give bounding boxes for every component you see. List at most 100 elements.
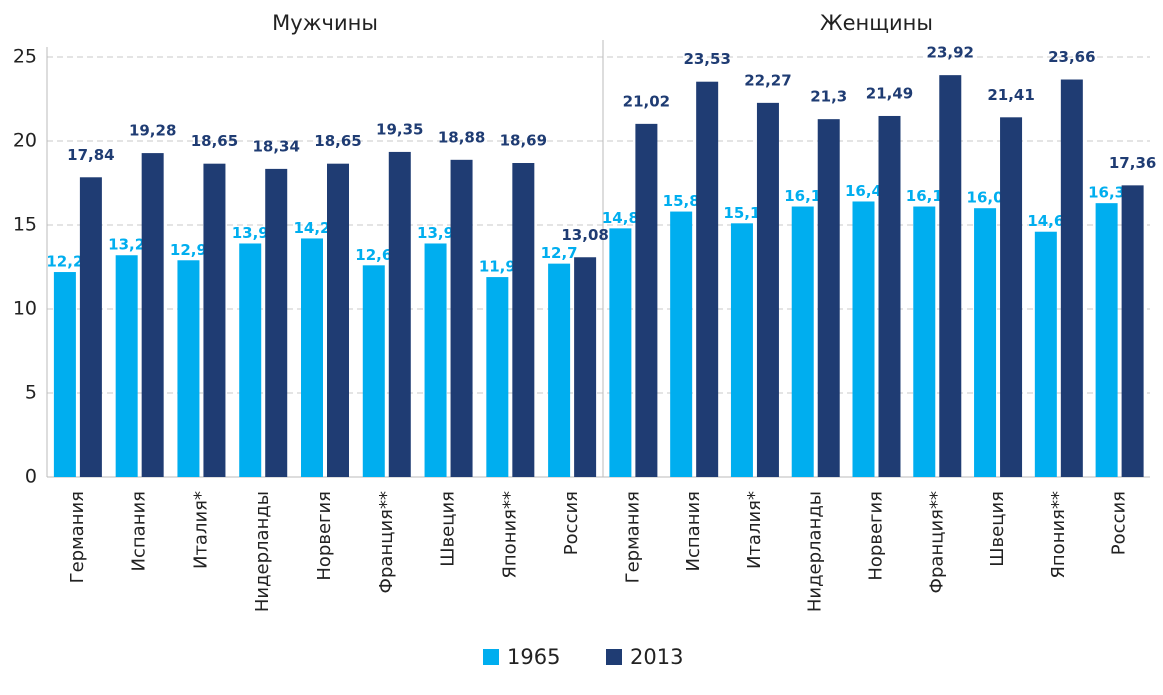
value-label: 12,9	[170, 241, 207, 259]
value-label: 18,65	[314, 132, 361, 150]
bar	[362, 265, 385, 477]
value-label: 23,92	[927, 44, 974, 62]
value-label: 21,02	[623, 92, 670, 110]
value-label: 12,2	[46, 253, 83, 271]
panel-title: Мужчины	[272, 11, 378, 35]
bar	[609, 228, 632, 477]
value-label: 18,88	[438, 128, 485, 146]
value-label: 21,3	[810, 88, 847, 106]
y-tick-label: 15	[13, 214, 37, 236]
value-label: 23,53	[683, 50, 730, 68]
bar	[203, 163, 226, 477]
bar	[141, 153, 164, 477]
value-label: 18,65	[191, 132, 238, 150]
x-tick-label: Россия	[561, 491, 582, 555]
bar	[1000, 117, 1023, 477]
x-tick-label: Норвегия	[314, 491, 335, 581]
value-label: 13,2	[108, 236, 145, 254]
value-label: 12,6	[355, 246, 392, 264]
y-tick-label: 5	[25, 382, 37, 404]
legend-label: 2013	[630, 645, 683, 669]
bar	[424, 243, 447, 477]
x-tick-label: Германия	[67, 491, 88, 583]
bar	[79, 177, 102, 477]
bar	[974, 208, 997, 477]
bar	[265, 168, 288, 477]
x-tick-label: Швеция	[987, 491, 1008, 567]
value-label: 18,34	[252, 137, 299, 155]
bar	[730, 223, 753, 477]
bar	[913, 206, 936, 477]
bar	[670, 211, 693, 477]
panel-title: Женщины	[820, 11, 933, 35]
value-label: 15,8	[663, 192, 700, 210]
value-label: 15,1	[723, 204, 760, 222]
x-tick-label: Россия	[1109, 491, 1130, 555]
bar	[939, 75, 962, 478]
x-tick-label: Франция**	[376, 491, 397, 594]
bar	[327, 163, 349, 477]
legend-label: 1965	[507, 645, 560, 669]
x-tick-label: Норвегия	[866, 491, 887, 581]
bar	[388, 151, 411, 478]
value-label: 14,8	[602, 209, 639, 227]
bar	[1034, 231, 1057, 477]
value-label: 16,4	[845, 182, 882, 200]
value-label: 13,9	[232, 224, 269, 242]
value-label: 14,6	[1027, 212, 1064, 230]
value-label: 17,36	[1109, 154, 1156, 172]
value-label: 21,41	[987, 86, 1034, 104]
x-tick-label: Франция**	[926, 491, 947, 594]
y-tick-label: 0	[25, 466, 37, 488]
x-tick-label: Италия*	[744, 491, 765, 569]
bar	[301, 238, 323, 477]
value-label: 21,49	[866, 84, 913, 102]
bar	[177, 260, 200, 477]
bar	[512, 163, 535, 477]
value-label: 18,69	[500, 132, 547, 150]
value-label: 12,7	[541, 244, 578, 262]
bar	[1095, 203, 1118, 477]
value-label: 13,08	[561, 226, 608, 244]
x-tick-label: Нидерланды	[252, 491, 273, 612]
bar	[548, 263, 571, 477]
value-label: 23,66	[1048, 48, 1095, 66]
x-tick-label: Япония**	[1048, 491, 1069, 579]
value-label: 22,27	[744, 71, 791, 89]
x-tick-label: Швеция	[438, 491, 459, 567]
value-label: 13,9	[417, 224, 454, 242]
bar	[852, 201, 875, 478]
legend-swatch	[483, 649, 499, 665]
value-label: 11,9	[479, 258, 516, 276]
bar	[239, 243, 262, 477]
bar	[696, 81, 719, 478]
bar	[1121, 185, 1144, 478]
bar	[53, 272, 76, 477]
value-label: 16,1	[784, 187, 821, 205]
x-tick-label: Испания	[683, 491, 704, 571]
legend-swatch	[606, 649, 622, 665]
bar	[574, 257, 597, 477]
bar	[756, 102, 779, 477]
x-tick-label: Нидерланды	[805, 491, 826, 612]
bar	[878, 115, 901, 477]
bar	[486, 277, 509, 477]
value-label: 17,84	[67, 146, 114, 164]
bar	[817, 119, 840, 477]
bar	[450, 159, 473, 478]
value-label: 16,3	[1088, 184, 1125, 202]
value-label: 16,0	[967, 189, 1004, 207]
value-label: 14,2	[293, 219, 330, 237]
x-tick-label: Германия	[622, 491, 643, 583]
value-label: 19,35	[376, 120, 423, 138]
value-label: 16,1	[906, 187, 943, 205]
x-tick-label: Испания	[129, 491, 150, 571]
y-tick-label: 20	[13, 130, 37, 152]
bar	[1060, 79, 1083, 478]
bar	[635, 123, 658, 477]
y-tick-label: 10	[13, 298, 37, 320]
value-label: 19,28	[129, 122, 176, 140]
x-tick-label: Италия*	[190, 491, 211, 569]
bar	[115, 255, 138, 477]
